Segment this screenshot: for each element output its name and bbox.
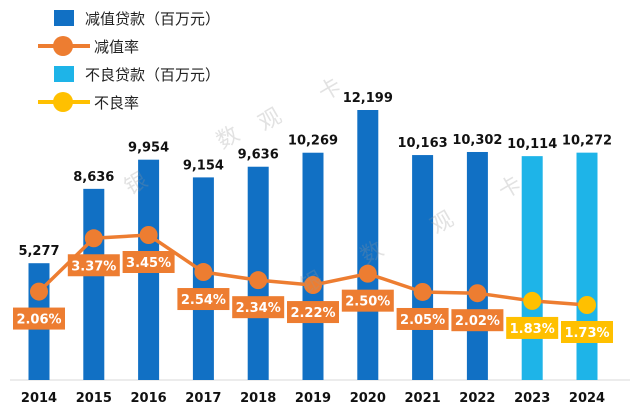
marker-npl-ratio bbox=[578, 296, 596, 314]
data-label-text: 2.54% bbox=[181, 293, 226, 308]
data-label-text: 3.37% bbox=[71, 259, 116, 274]
x-tick-label: 2019 bbox=[295, 391, 331, 406]
data-label-text: 2.50% bbox=[345, 295, 390, 310]
data-label-text: 2.34% bbox=[236, 301, 281, 316]
data-label-box bbox=[341, 289, 394, 312]
legend-label-impaired-loans: 减值贷款（百万元） bbox=[85, 9, 221, 28]
bar-npl-loans bbox=[521, 156, 543, 380]
marker-impaired-ratio bbox=[249, 271, 268, 290]
data-label-box bbox=[451, 309, 504, 332]
legend-label-npl-loans: 不良贷款（百万元） bbox=[85, 65, 221, 84]
legend-swatch-npl-loans bbox=[54, 66, 74, 82]
data-label-box bbox=[13, 307, 65, 330]
bar-value-label: 10,163 bbox=[398, 136, 448, 151]
bar-value-label: 12,199 bbox=[343, 91, 393, 106]
data-label-text: 2.22% bbox=[290, 306, 335, 321]
data-label-text: 1.73% bbox=[564, 326, 609, 341]
bar-value-label: 9,954 bbox=[128, 141, 169, 156]
legend-item-npl-loans: 不良贷款（百万元） bbox=[38, 60, 220, 88]
x-tick-label: 2015 bbox=[76, 391, 112, 406]
marker-impaired-ratio bbox=[358, 264, 377, 283]
x-tick-label: 2022 bbox=[459, 391, 495, 406]
legend-label-impaired-ratio: 减值率 bbox=[94, 37, 140, 56]
data-label-box bbox=[561, 321, 613, 343]
x-tick-label: 2023 bbox=[514, 391, 550, 406]
legend-swatch-npl-ratio bbox=[38, 92, 90, 112]
data-label-box bbox=[396, 307, 449, 330]
bar-npl-loans bbox=[576, 152, 598, 380]
x-tick-label: 2021 bbox=[405, 391, 441, 406]
legend-item-impaired-ratio: 减值率 bbox=[38, 32, 220, 60]
marker-npl-ratio bbox=[523, 291, 542, 310]
legend-swatch-impaired-loans bbox=[54, 10, 74, 26]
bar-value-label: 10,302 bbox=[452, 133, 502, 148]
data-label-box bbox=[287, 301, 339, 324]
bar-value-label: 10,272 bbox=[562, 134, 612, 149]
marker-impaired-ratio bbox=[304, 276, 322, 295]
data-label-box bbox=[177, 288, 230, 311]
marker-impaired-ratio bbox=[84, 229, 103, 248]
bar-impaired-loans bbox=[357, 110, 379, 380]
bar-impaired-loans bbox=[466, 151, 488, 380]
x-tick-label: 2018 bbox=[240, 391, 276, 406]
legend-swatch-impaired-ratio bbox=[38, 36, 90, 56]
marker-impaired-ratio bbox=[139, 226, 158, 244]
data-label-box bbox=[506, 316, 559, 339]
bar-impaired-loans bbox=[412, 155, 434, 380]
data-label-box bbox=[67, 254, 120, 277]
x-tick-label: 2024 bbox=[569, 391, 605, 406]
x-tick-label: 2014 bbox=[21, 391, 57, 406]
data-label-text: 1.83% bbox=[510, 322, 555, 337]
bar-value-label: 10,114 bbox=[507, 137, 557, 152]
legend-item-npl-ratio: 不良率 bbox=[38, 88, 220, 116]
bar-value-label: 5,277 bbox=[18, 244, 59, 259]
data-label-box bbox=[122, 251, 175, 273]
legend: 减值贷款（百万元） 减值率 不良贷款（百万元） 不良率 bbox=[38, 4, 220, 116]
bar-impaired-loans bbox=[302, 152, 324, 380]
marker-impaired-ratio bbox=[468, 284, 487, 303]
marker-impaired-ratio bbox=[30, 282, 48, 301]
x-tick-label: 2020 bbox=[350, 391, 386, 406]
legend-item-impaired-loans: 减值贷款（百万元） bbox=[38, 4, 220, 32]
bar-value-label: 8,636 bbox=[73, 170, 114, 185]
x-tick-label: 2017 bbox=[185, 391, 221, 406]
data-label-box bbox=[232, 296, 285, 319]
bar-value-label: 9,636 bbox=[238, 148, 279, 163]
marker-impaired-ratio bbox=[194, 263, 213, 282]
marker-impaired-ratio bbox=[413, 282, 432, 301]
bar-value-label: 9,154 bbox=[183, 158, 224, 173]
data-label-text: 2.05% bbox=[400, 313, 445, 328]
bar-impaired-loans bbox=[83, 188, 105, 380]
data-label-text: 3.45% bbox=[126, 256, 171, 271]
data-label-text: 2.06% bbox=[16, 313, 61, 328]
legend-label-npl-ratio: 不良率 bbox=[94, 93, 140, 112]
x-tick-label: 2016 bbox=[131, 391, 167, 406]
data-label-text: 2.02% bbox=[455, 314, 500, 329]
bar-value-label: 10,269 bbox=[288, 134, 338, 149]
